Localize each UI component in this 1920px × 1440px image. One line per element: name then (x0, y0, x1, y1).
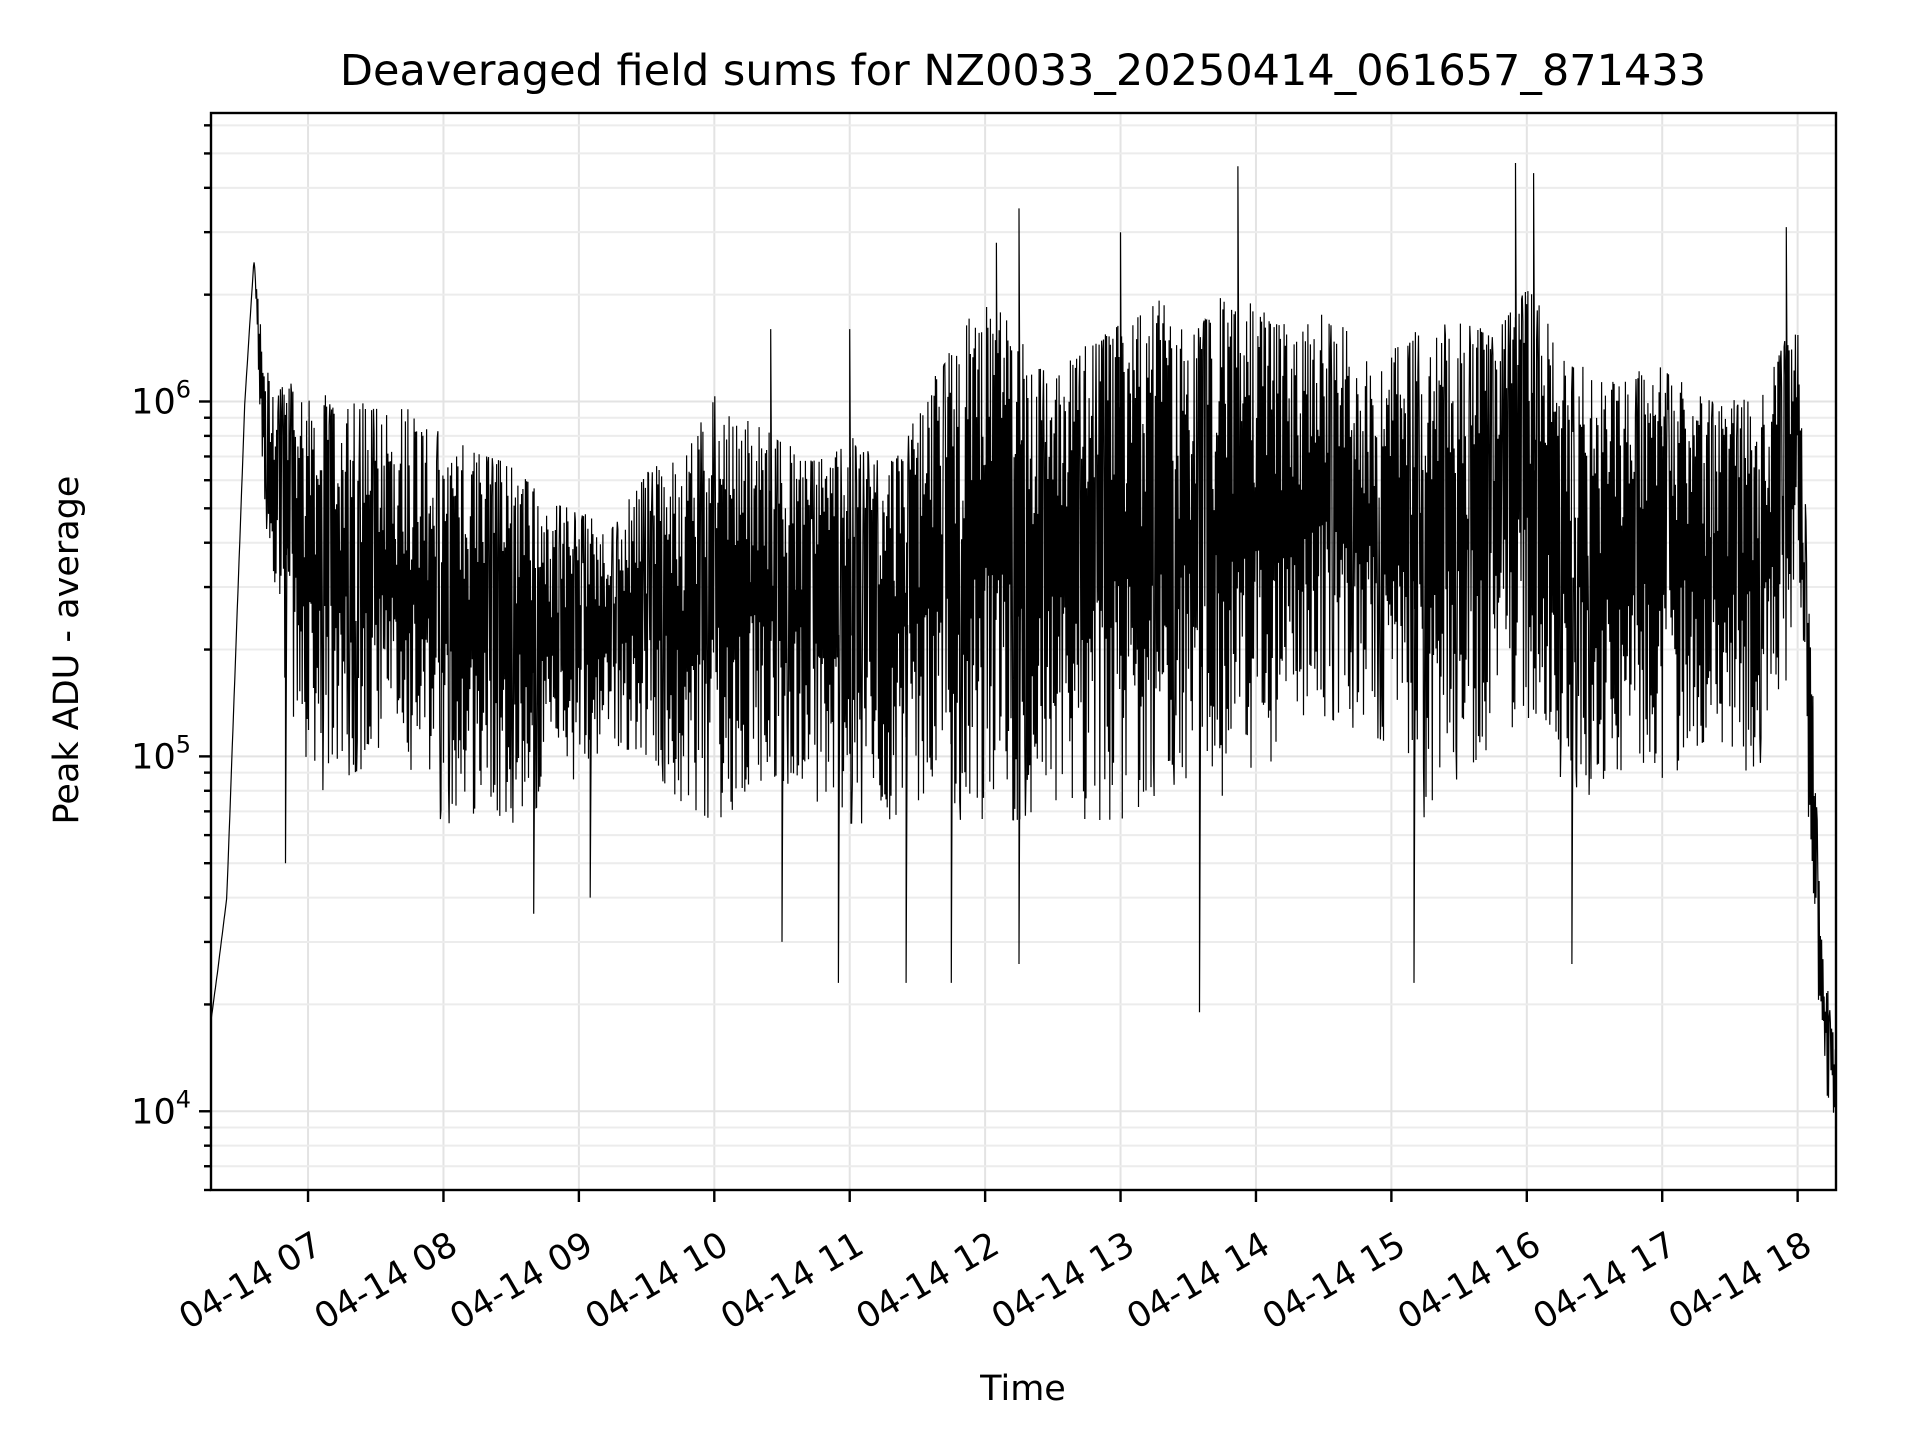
x-tick-label: 04-14 18 (1662, 1225, 1818, 1338)
x-tick-label: 04-14 15 (1256, 1225, 1412, 1338)
x-tick-label: 04-14 11 (714, 1225, 870, 1338)
x-tick-label: 04-14 10 (579, 1225, 735, 1338)
chart-title: Deaveraged field sums for NZ0033_2025041… (340, 46, 1706, 96)
x-tick-label: 04-14 13 (985, 1225, 1141, 1338)
y-axis-ticks: 104 105 106 (131, 124, 211, 1192)
x-tick-label: 04-14 12 (850, 1225, 1006, 1338)
series-line (210, 162, 1837, 1113)
y-tick-label: 104 (131, 1085, 191, 1132)
x-tick-label: 04-14 07 (173, 1225, 329, 1338)
x-tick-label: 04-14 08 (308, 1225, 464, 1338)
x-tick-label: 04-14 16 (1391, 1225, 1547, 1338)
plot-frame (209, 111, 1838, 1192)
x-tick-label: 04-14 14 (1121, 1225, 1277, 1338)
x-tick-label: 04-14 17 (1527, 1225, 1683, 1338)
x-axis-label: Time (979, 1369, 1066, 1409)
y-axis-label: Peak ADU - average (47, 476, 87, 825)
y-tick-label: 106 (131, 375, 191, 422)
x-tick-label: 04-14 09 (443, 1225, 599, 1338)
y-tick-label: 105 (131, 730, 191, 777)
data-series (210, 162, 1837, 1113)
